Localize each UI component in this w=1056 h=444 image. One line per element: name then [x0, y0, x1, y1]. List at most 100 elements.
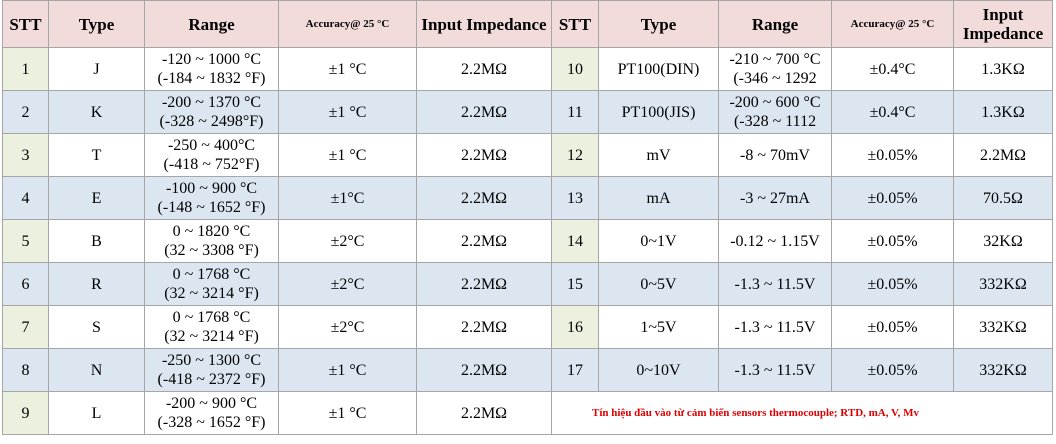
table-row: 3 T -250 ~ 400°C (-418 ~ 752°F) ±1 °C 2.2MΩ 12… — [2, 133, 1053, 177]
type-cell: R — [48, 262, 145, 306]
range-line: -200 ~ 1370 °C — [161, 94, 262, 111]
stt-cell: 11 — [551, 90, 599, 134]
stt-cell: 6 — [2, 262, 49, 306]
range-cell: -200 ~ 1370 °C (-328 ~ 2498°F) — [144, 90, 279, 134]
type-cell: 0~10V — [598, 348, 719, 392]
header-cell: Accuracy@ 25 °C — [278, 0, 417, 48]
type-cell: mA — [598, 176, 719, 220]
range-cell: -1.3 ~ 11.5V — [718, 262, 832, 306]
range-cell: -120 ~ 1000 °C (-184 ~ 1832 °F) — [144, 47, 279, 91]
range-line: -1.3 ~ 11.5V — [734, 318, 816, 336]
range-line: (-184 ~ 1832 °F) — [157, 70, 266, 87]
accuracy-cell: ±1°C — [278, 176, 417, 220]
range-line: (32 ~ 3214 °F) — [164, 285, 259, 302]
impedance-cell: 1.3KΩ — [953, 90, 1053, 134]
range-cell: -8 ~ 70mV — [718, 133, 832, 177]
range-line: -120 ~ 1000 °C — [161, 51, 262, 68]
spec-table: STT Type Range Accuracy@ 25 °C Input Impedan… — [2, 0, 1053, 435]
table-row: 8 N -250 ~ 1300 °C (-418 ~ 2372 °F) ±1 °C 2.2… — [2, 348, 1053, 392]
impedance-cell: 332KΩ — [953, 262, 1053, 306]
header-cell: Range — [718, 0, 832, 48]
header-cell: Type — [598, 0, 719, 48]
stt-cell: 10 — [551, 47, 599, 91]
range-cell: -200 ~ 600 °C (-328 ~ 1112 — [718, 90, 832, 134]
type-cell: 1~5V — [598, 305, 719, 349]
range-line: (-328 ~ 1112 — [733, 113, 817, 130]
stt-cell: 14 — [551, 219, 599, 263]
range-line: -210 ~ 700 °C — [729, 51, 821, 68]
stt-cell: 17 — [551, 348, 599, 392]
accuracy-cell: ±2°C — [278, 262, 417, 306]
accuracy-cell: ±0.05% — [831, 176, 954, 220]
range-line: 0 ~ 1820 °C — [172, 223, 251, 240]
header-cell: Range — [144, 0, 279, 48]
type-cell: 0~5V — [598, 262, 719, 306]
accuracy-cell: ±1 °C — [278, 47, 417, 91]
accuracy-cell: ±0.05% — [831, 305, 954, 349]
range-cell: -100 ~ 900 °C (-148 ~ 1652 °F) — [144, 176, 279, 220]
range-line: (-346 ~ 1292 — [733, 70, 817, 87]
accuracy-cell: ±0.4°C — [831, 90, 954, 134]
accuracy-cell: ±1 °C — [278, 391, 417, 435]
range-cell: -200 ~ 900 °C (-328 ~ 1652 °F) — [144, 391, 279, 435]
type-cell: L — [48, 391, 145, 435]
table-row: 4 E -100 ~ 900 °C (-148 ~ 1652 °F) ±1°C 2.2MΩ… — [2, 176, 1053, 220]
accuracy-cell: ±1 °C — [278, 90, 417, 134]
header-row: STT Type Range Accuracy@ 25 °C Input Impedan… — [2, 0, 1053, 48]
range-line: -1.3 ~ 11.5V — [734, 361, 816, 379]
accuracy-cell: ±1 °C — [278, 133, 417, 177]
range-cell: -250 ~ 400°C (-418 ~ 752°F) — [144, 133, 279, 177]
type-cell: K — [48, 90, 145, 134]
impedance-cell: 2.2MΩ — [416, 176, 552, 220]
type-cell: J — [48, 47, 145, 91]
stt-cell: 16 — [551, 305, 599, 349]
accuracy-cell: ±0.05% — [831, 133, 954, 177]
range-line: (32 ~ 3308 °F) — [164, 242, 259, 259]
stt-cell: 12 — [551, 133, 599, 177]
impedance-cell: 2.2MΩ — [416, 90, 552, 134]
impedance-cell: 70.5Ω — [953, 176, 1053, 220]
stt-cell: 8 — [2, 348, 49, 392]
impedance-cell: 2.2MΩ — [416, 305, 552, 349]
range-line: -3 ~ 27mA — [740, 189, 810, 207]
accuracy-cell: ±2°C — [278, 219, 417, 263]
range-cell: 0 ~ 1820 °C (32 ~ 3308 °F) — [144, 219, 279, 263]
range-line: (-328 ~ 2498°F) — [159, 113, 264, 130]
accuracy-cell: ±0.05% — [831, 262, 954, 306]
range-cell: 0 ~ 1768 °C (32 ~ 3214 °F) — [144, 305, 279, 349]
stt-cell: 2 — [2, 90, 49, 134]
range-line: (-418 ~ 752°F) — [163, 156, 260, 173]
impedance-cell: 2.2MΩ — [416, 262, 552, 306]
impedance-cell: 32KΩ — [953, 219, 1053, 263]
accuracy-cell: ±2°C — [278, 305, 417, 349]
impedance-cell: 1.3KΩ — [953, 47, 1053, 91]
impedance-cell: 2.2MΩ — [416, 133, 552, 177]
range-cell: 0 ~ 1768 °C (32 ~ 3214 °F) — [144, 262, 279, 306]
header-cell: Input Impedance — [953, 0, 1053, 48]
impedance-cell: 332KΩ — [953, 305, 1053, 349]
type-cell: S — [48, 305, 145, 349]
accuracy-cell: ±0.05% — [831, 348, 954, 392]
range-line: -0.12 ~ 1.15V — [730, 232, 820, 250]
range-line: -100 ~ 900 °C — [165, 180, 258, 197]
table-row: 2 K -200 ~ 1370 °C (-328 ~ 2498°F) ±1 °C 2.2M… — [2, 90, 1053, 134]
range-cell: -0.12 ~ 1.15V — [718, 219, 832, 263]
range-line: (-148 ~ 1652 °F) — [157, 199, 266, 216]
type-cell: E — [48, 176, 145, 220]
range-cell: -3 ~ 27mA — [718, 176, 832, 220]
type-cell: PT100(DIN) — [598, 47, 719, 91]
stt-cell: 3 — [2, 133, 49, 177]
range-cell: -250 ~ 1300 °C (-418 ~ 2372 °F) — [144, 348, 279, 392]
range-line: -250 ~ 400°C — [167, 137, 256, 154]
range-line: -200 ~ 600 °C — [729, 94, 821, 111]
impedance-cell: 332KΩ — [953, 348, 1053, 392]
stt-cell: 1 — [2, 47, 49, 91]
type-cell: B — [48, 219, 145, 263]
type-cell: N — [48, 348, 145, 392]
header-cell: Input Impedance — [416, 0, 552, 48]
range-line: -250 ~ 1300 °C — [161, 352, 262, 369]
type-cell: 0~1V — [598, 219, 719, 263]
impedance-cell: 2.2MΩ — [416, 219, 552, 263]
